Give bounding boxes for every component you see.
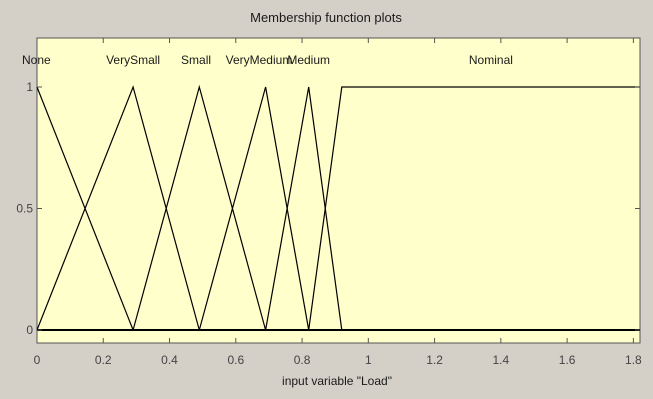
x-tick-label: 0 [34,353,41,367]
membership-lines [36,84,640,331]
x-tick-label: 1.6 [559,353,576,367]
y-tick-label: 1 [26,80,33,94]
mf-label-small: Small [181,53,211,67]
x-tick-label: 0.6 [227,353,244,367]
x-tick-label: 0.2 [95,353,112,367]
mf-line-nominal [308,86,640,331]
mf-label-nominal: Nominal [469,53,513,67]
mf-line-verysmall [36,85,200,331]
mf-label-medium: Medium [287,53,330,67]
mf-line-medium [265,86,343,331]
x-axis-label: input variable "Load" [282,374,392,388]
x-tick-label: 1.8 [625,353,642,367]
mf-label-verysmall: VerySmall [106,53,160,67]
mf-label-none: None [22,53,51,67]
x-tick-label: 0.4 [161,353,178,367]
x-tick-label: 1 [365,353,372,367]
plot-area [36,37,641,344]
chart-title: Membership function plots [250,10,402,25]
x-tick-label: 0.8 [294,353,311,367]
x-tick-label: 1.4 [493,353,510,367]
x-tick-label: 1.2 [426,353,443,367]
y-tick-label: 0 [26,323,33,337]
y-tick-label: 0.5 [16,202,33,216]
mf-line-small [132,84,267,331]
axes: 0 0.2 0.4 0.6 0.8 1 1.2 1.4 1.6 1.8 0 0.5 1 [16,38,642,367]
mf-label-verymedium: VeryMedium [226,53,293,67]
mf-line-verymedium [198,86,310,331]
